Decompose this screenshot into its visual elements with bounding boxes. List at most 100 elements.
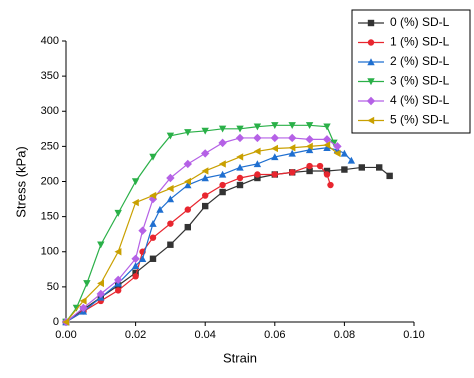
data-point — [166, 132, 175, 140]
data-point — [184, 177, 191, 186]
data-point — [132, 269, 139, 277]
data-point — [327, 181, 334, 189]
data-point — [201, 167, 209, 175]
data-point — [138, 226, 147, 235]
data-point — [236, 174, 244, 182]
data-point — [323, 144, 331, 151]
data-point — [253, 147, 261, 155]
data-point — [305, 135, 314, 144]
legend-label: 2 (%) SD-L — [390, 54, 450, 68]
data-point — [115, 287, 122, 294]
data-point — [306, 167, 313, 175]
x-axis-label: Strain — [223, 350, 257, 365]
data-point — [254, 171, 261, 178]
data-point — [288, 149, 296, 157]
series-line — [65, 166, 391, 323]
data-point — [149, 191, 157, 200]
y-tick-label: 300 — [41, 105, 59, 117]
data-point — [184, 181, 192, 189]
data-point — [218, 138, 227, 148]
data-point — [183, 159, 192, 169]
data-point — [131, 178, 140, 186]
data-point — [97, 279, 104, 288]
data-point — [270, 133, 279, 143]
legend-marker — [367, 116, 375, 125]
data-point — [83, 280, 91, 288]
data-point — [166, 195, 175, 203]
data-point — [340, 149, 349, 157]
data-point — [149, 255, 157, 262]
data-point — [202, 202, 209, 210]
data-point — [347, 156, 356, 164]
legend-label: 3 (%) SD-L — [390, 74, 450, 88]
x-tick-label: 0.04 — [194, 329, 215, 341]
legend-label: 0 (%) SD-L — [390, 15, 450, 29]
data-point — [253, 133, 262, 143]
y-tick-label: 350 — [41, 70, 59, 82]
data-point — [156, 205, 164, 213]
legend-label: 4 (%) SD-L — [390, 93, 450, 107]
data-point — [323, 171, 331, 178]
legend-marker — [366, 96, 376, 106]
data-point — [236, 181, 244, 189]
data-point — [236, 125, 244, 133]
y-axis-label: Stress (kPa) — [13, 146, 28, 218]
data-point — [149, 153, 157, 161]
data-point — [167, 220, 174, 227]
legend-box — [351, 9, 471, 134]
data-point — [341, 166, 348, 173]
legend-marker — [367, 19, 375, 27]
data-point — [132, 273, 139, 280]
data-point — [288, 133, 297, 143]
data-point — [201, 149, 210, 158]
legend-marker — [367, 58, 375, 66]
data-point — [96, 289, 105, 299]
data-point — [271, 122, 279, 129]
data-point — [149, 234, 157, 241]
y-tick-label: 150 — [41, 211, 59, 223]
data-point — [138, 255, 147, 262]
x-tick-label: 0.10 — [403, 329, 424, 341]
series-line — [65, 124, 335, 323]
data-point — [79, 303, 88, 313]
data-point — [167, 241, 174, 248]
data-point — [289, 169, 296, 176]
legend-label: 1 (%) SD-L — [390, 35, 450, 49]
data-point — [254, 174, 261, 182]
data-point — [235, 133, 245, 143]
data-point — [376, 164, 383, 171]
legend-marker — [367, 39, 375, 46]
data-point — [236, 153, 244, 161]
data-point — [330, 139, 338, 147]
data-point — [305, 142, 313, 151]
data-point — [322, 135, 332, 144]
data-point — [323, 123, 331, 131]
data-point — [333, 142, 342, 151]
data-point — [253, 123, 262, 131]
data-point — [219, 188, 226, 196]
data-point — [305, 146, 314, 154]
data-point — [271, 153, 279, 161]
data-point — [386, 172, 393, 180]
data-point — [149, 219, 157, 227]
data-point — [201, 174, 209, 182]
data-point — [218, 170, 227, 178]
data-point — [114, 248, 122, 256]
data-point — [184, 129, 192, 137]
data-point — [114, 275, 123, 285]
data-point — [316, 162, 324, 170]
series-line — [65, 137, 338, 323]
series-line — [65, 165, 332, 323]
y-tick-label: 0 — [53, 316, 59, 328]
x-tick-label: 0.02 — [125, 329, 146, 341]
data-point — [271, 144, 278, 153]
data-point — [166, 184, 174, 193]
data-point — [358, 164, 365, 171]
data-point — [97, 241, 105, 249]
data-point — [62, 318, 70, 326]
legend-marker — [367, 78, 375, 86]
data-point — [288, 122, 296, 129]
data-point — [306, 162, 313, 170]
y-tick-label: 400 — [41, 35, 59, 47]
